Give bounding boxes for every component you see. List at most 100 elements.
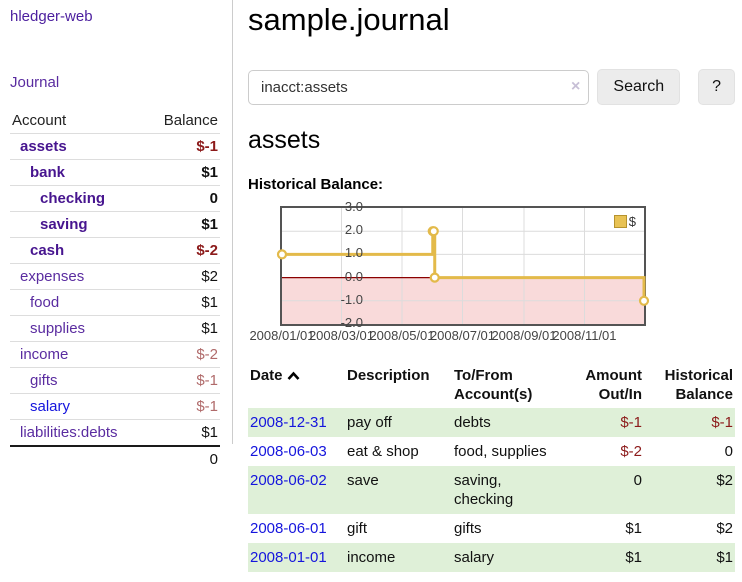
account-row-assets: assets $-1 <box>10 133 220 160</box>
account-balance: $-2 <box>196 346 218 363</box>
accounts-table: Account Balance assets $-1 bank $1 check… <box>10 108 220 472</box>
transaction-date-link[interactable]: 2008-12-31 <box>250 414 327 431</box>
transaction-balance: $2 <box>716 472 733 489</box>
transaction-accounts: food, supplies <box>454 443 547 460</box>
y-axis-tick-label: -1.0 <box>340 291 363 307</box>
account-link-liabilities-debts[interactable]: liabilities:debts <box>20 424 118 441</box>
transaction-date-link[interactable]: 2008-06-02 <box>250 472 327 489</box>
account-link-assets[interactable]: assets <box>20 138 67 155</box>
transaction-amount: $-2 <box>620 443 642 460</box>
account-row-saving: saving $1 <box>10 211 220 238</box>
x-axis-tick-label: 2008/01/01 <box>249 328 315 343</box>
register-row[interactable]: 2008-06-03 eat & shop food, supplies $-2… <box>248 437 735 466</box>
accounts-col-account: Account <box>12 112 67 129</box>
register-row[interactable]: 2008-01-01 income salary $1 $1 <box>248 543 735 572</box>
accounts-total-value: 0 <box>147 445 220 472</box>
chart-legend: $ <box>613 214 636 229</box>
data-point-marker <box>638 295 650 306</box>
transaction-date-link[interactable]: 2008-01-01 <box>250 549 327 566</box>
account-link-income[interactable]: income <box>20 346 69 363</box>
transaction-description: pay off <box>347 414 392 431</box>
account-link-expenses[interactable]: expenses <box>20 268 85 285</box>
clear-search-icon[interactable]: × <box>571 77 581 95</box>
y-axis-tick-label: 0.0 <box>344 268 363 284</box>
transaction-date-link[interactable]: 2008-06-01 <box>250 520 327 537</box>
account-link-saving[interactable]: saving <box>40 216 88 233</box>
transaction-balance: $-1 <box>711 414 733 431</box>
account-link-bank[interactable]: bank <box>30 164 66 181</box>
account-row-gifts: gifts $-1 <box>10 367 220 394</box>
account-row-expenses: expenses $2 <box>10 263 220 290</box>
search-form: × Search ? <box>248 69 735 105</box>
x-axis-tick-label: 2008/09/01 <box>491 328 557 343</box>
x-axis-tick-label: 2008/07/01 <box>429 328 496 343</box>
account-balance: 0 <box>209 190 218 207</box>
chart-title: Historical Balance: <box>248 176 384 193</box>
account-link-food[interactable]: food <box>30 294 60 311</box>
page-title: sample.journal <box>248 2 450 37</box>
data-point-marker <box>428 226 439 237</box>
search-input[interactable] <box>248 69 590 105</box>
account-row-supplies: supplies $1 <box>10 315 220 342</box>
transaction-amount: $1 <box>625 549 642 566</box>
account-row-salary: salary $-1 <box>10 393 220 420</box>
account-link-gifts[interactable]: gifts <box>30 372 58 389</box>
register-row[interactable]: 2008-06-02 save saving, checking 0 $2 <box>248 466 735 514</box>
transaction-description: income <box>347 549 396 566</box>
y-axis-tick-label: -2.0 <box>340 315 363 330</box>
transaction-amount: $1 <box>625 520 642 537</box>
transaction-description: gift <box>347 520 368 537</box>
account-balance: $1 <box>201 164 218 181</box>
accounts-total-row: 0 <box>10 445 220 472</box>
account-balance: $-1 <box>196 138 218 155</box>
account-row-bank: bank $1 <box>10 159 220 186</box>
account-balance: $1 <box>201 320 218 337</box>
account-row-liabilities-debts: liabilities:debts $1 <box>10 419 220 447</box>
transaction-balance: $1 <box>716 549 733 566</box>
register-col-tofrom: To/From Account(s) <box>454 367 533 403</box>
account-balance: $1 <box>201 424 218 441</box>
chart-plot-area[interactable]: $ <box>276 206 650 326</box>
sidebar: hledger-web Journal Account Balance asse… <box>0 0 233 472</box>
account-balance: $2 <box>201 268 218 285</box>
account-balance: $1 <box>201 294 218 311</box>
account-link-salary[interactable]: salary <box>30 398 71 415</box>
transaction-balance: $2 <box>716 520 733 537</box>
register-row[interactable]: 2008-06-01 gift gifts $1 $2 <box>248 514 735 543</box>
y-axis-tick-label: 3.0 <box>344 199 363 214</box>
transaction-date-link[interactable]: 2008-06-03 <box>250 443 327 460</box>
x-axis-tick-label: 2008/11/01 <box>552 328 617 343</box>
help-button[interactable]: ? <box>698 69 735 105</box>
y-axis-tick-label: 2.0 <box>344 222 363 238</box>
account-row-income: income $-2 <box>10 341 220 368</box>
main-content: sample.journal × Search ? assets Histori… <box>233 0 742 582</box>
register-row[interactable]: 2008-12-31 pay off debts $-1 $-1 <box>248 408 735 437</box>
account-row-food: food $1 <box>10 289 220 316</box>
transaction-accounts: debts <box>454 414 491 431</box>
data-point-marker <box>276 249 288 260</box>
register-table: Date Description To/From Account(s) Amou… <box>248 364 735 572</box>
sort-ascending-icon <box>287 367 300 386</box>
account-row-checking: checking 0 <box>10 185 220 212</box>
x-axis-tick-label: 2008/05/01 <box>369 328 435 343</box>
account-link-supplies[interactable]: supplies <box>30 320 86 337</box>
register-col-description: Description <box>347 367 430 384</box>
transaction-amount: 0 <box>633 472 642 489</box>
account-heading: assets <box>248 126 321 154</box>
account-balance: $-1 <box>196 372 218 389</box>
account-link-cash[interactable]: cash <box>30 242 65 259</box>
legend-swatch-icon <box>613 215 627 228</box>
legend-label: $ <box>628 214 636 229</box>
register-header-row: Date Description To/From Account(s) Amou… <box>248 364 735 408</box>
account-link-checking[interactable]: checking <box>40 190 106 207</box>
transaction-description: eat & shop <box>347 443 419 460</box>
balance-chart[interactable]: $ 3.0 2.0 1.0 0.0 -1.0 -2.0 2008/01/01 2008/03/… <box>248 199 735 344</box>
sidebar-item-journal[interactable]: Journal <box>10 74 60 91</box>
transaction-description: save <box>347 472 379 489</box>
data-point-marker <box>429 272 440 283</box>
app-brand-link[interactable]: hledger-web <box>10 8 93 25</box>
search-button[interactable]: Search <box>597 69 681 105</box>
transaction-balance: 0 <box>724 443 733 460</box>
register-col-date[interactable]: Date <box>248 364 345 408</box>
register-col-historical: Historical Balance <box>664 367 733 403</box>
